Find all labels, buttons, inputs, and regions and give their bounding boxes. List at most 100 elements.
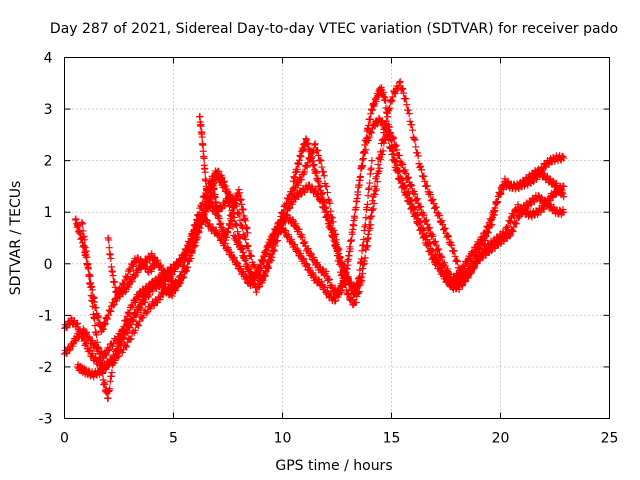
data-point (129, 317, 137, 325)
plot-frame (64, 57, 610, 419)
data-point (198, 199, 206, 207)
data-point (393, 165, 401, 173)
data-point (408, 126, 416, 134)
data-point (120, 281, 128, 289)
data-point (90, 315, 98, 323)
data-point (407, 181, 415, 189)
data-point (388, 97, 396, 105)
data-point (373, 169, 381, 177)
data-point (507, 218, 515, 226)
data-point (275, 227, 283, 235)
data-point (122, 317, 130, 325)
data-point (114, 291, 122, 299)
data-point (265, 258, 273, 266)
data-point (451, 252, 459, 260)
data-point (102, 351, 110, 359)
data-point (560, 208, 568, 216)
data-point (376, 153, 384, 161)
data-point (361, 254, 369, 262)
data-point (475, 240, 483, 248)
data-point (377, 118, 385, 126)
data-point (485, 224, 493, 232)
data-point (185, 257, 193, 265)
data-point (390, 134, 398, 142)
data-point (444, 231, 452, 239)
data-point (419, 234, 427, 242)
data-point (171, 263, 179, 271)
data-point (378, 136, 386, 144)
data-point (217, 205, 225, 213)
data-point (509, 228, 517, 236)
data-point (399, 183, 407, 191)
data-point (200, 154, 208, 162)
data-point (108, 342, 116, 350)
data-points (61, 78, 568, 402)
data-point (491, 204, 499, 212)
data-point (377, 148, 385, 156)
data-point (362, 245, 370, 253)
data-point (415, 204, 423, 212)
data-point (444, 265, 452, 273)
data-point (367, 164, 375, 172)
tick-labels: 0 5 10 15 20 25 -3 -2 -1 0 1 2 3 4 (39, 51, 619, 447)
data-point (432, 258, 440, 266)
data-point (356, 266, 364, 274)
x-tick-label: 0 (60, 431, 69, 447)
data-point (277, 225, 285, 233)
data-point (344, 261, 352, 269)
data-point (387, 96, 395, 104)
data-point (347, 237, 355, 245)
data-point (345, 252, 353, 260)
data-point (91, 322, 99, 330)
data-point (324, 276, 332, 284)
data-point (175, 278, 183, 286)
data-point (361, 221, 369, 229)
data-point (560, 193, 568, 201)
data-point (85, 345, 93, 353)
data-point (109, 301, 117, 309)
data-point (387, 144, 395, 152)
data-point (552, 179, 560, 187)
data-point (370, 190, 378, 198)
data-point (188, 235, 196, 243)
data-point (321, 283, 329, 291)
data-point (440, 225, 448, 233)
data-point (110, 300, 118, 308)
data-point (396, 175, 404, 183)
data-point (189, 236, 197, 244)
data-point (496, 190, 504, 198)
data-point (318, 278, 326, 286)
data-point (85, 272, 93, 280)
data-point (548, 192, 556, 200)
y-tick-label: 0 (44, 257, 53, 273)
data-point (396, 78, 404, 86)
data-point (305, 264, 313, 272)
series-track-8 (104, 234, 160, 299)
data-point (247, 251, 255, 259)
data-point (375, 155, 383, 163)
data-point (389, 133, 397, 141)
data-point (202, 216, 210, 224)
grid (64, 57, 610, 419)
data-point (249, 262, 257, 270)
data-point (377, 140, 385, 148)
data-point (192, 229, 200, 237)
data-point (228, 210, 236, 218)
data-point (473, 260, 481, 268)
data-point (92, 353, 100, 361)
data-point (410, 135, 418, 143)
data-point (289, 216, 297, 224)
data-point (431, 237, 439, 245)
data-point (399, 89, 407, 97)
data-point (243, 242, 251, 250)
data-point (221, 202, 229, 210)
data-point (463, 260, 471, 268)
data-point (205, 202, 213, 210)
series-track-3 (71, 123, 568, 335)
data-point (359, 162, 367, 170)
data-point (157, 261, 165, 269)
data-point (355, 288, 363, 296)
data-point (244, 242, 252, 250)
data-point (402, 95, 410, 103)
